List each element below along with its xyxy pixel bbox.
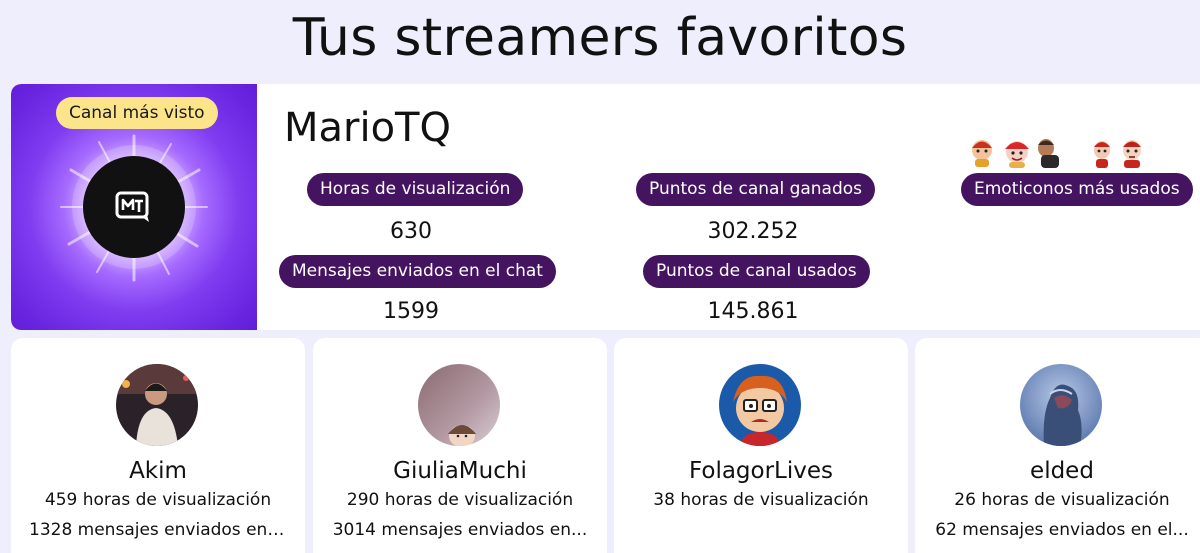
points-used-label: Puntos de canal usados xyxy=(643,255,870,288)
top-emotes-list xyxy=(957,135,1177,171)
top-channel-name[interactable]: MarioTQ xyxy=(284,105,451,151)
streamer-card[interactable]: FolagorLives 38 horas de visualización xyxy=(614,338,908,553)
streamer-messages: 1328 mensajes enviados en ... xyxy=(29,520,287,540)
streamer-avatar[interactable] xyxy=(719,364,801,446)
points-earned-label: Puntos de canal ganados xyxy=(636,173,876,206)
streamer-name[interactable]: Akim xyxy=(129,458,187,484)
emote-3-icon xyxy=(1038,139,1059,168)
streamer-name[interactable]: elded xyxy=(1030,458,1094,484)
watch-hours-label: Horas de visualización xyxy=(307,173,524,206)
streamer-card[interactable]: GiuliaMuchi 290 horas de visualización 3… xyxy=(313,338,607,553)
streamer-hours: 459 horas de visualización xyxy=(44,490,272,510)
points-earned-value: 302.252 xyxy=(707,219,799,244)
streamer-card[interactable]: elded 26 horas de visualización 62 mensa… xyxy=(915,338,1200,553)
emote-2-icon xyxy=(1005,141,1029,168)
watch-hours-value: 630 xyxy=(390,219,432,244)
top-emotes-label: Emoticonos más usados xyxy=(961,173,1193,206)
emote-4-icon xyxy=(1094,141,1110,168)
streamer-messages: 3014 mensajes enviados en... xyxy=(332,520,588,540)
streamer-avatar[interactable] xyxy=(418,364,500,446)
emote-1-icon xyxy=(972,140,992,167)
streamer-name[interactable]: GiuliaMuchi xyxy=(393,458,527,484)
top-channel-avatar[interactable] xyxy=(83,156,185,258)
folagorlives-avatar-icon xyxy=(719,364,801,446)
streamer-messages: 62 mensajes enviados en el... xyxy=(935,520,1189,540)
giuliamuchi-avatar-icon xyxy=(418,364,500,446)
messages-value: 1599 xyxy=(383,299,439,324)
points-used-value: 145.861 xyxy=(707,299,799,324)
mt-logo-icon xyxy=(115,191,149,222)
elded-avatar-icon xyxy=(1020,364,1102,446)
messages-label: Mensajes enviados en el chat xyxy=(279,255,556,288)
streamer-avatar[interactable] xyxy=(116,364,198,446)
streamer-hours: 26 horas de visualización xyxy=(954,490,1170,510)
top-channel-card: Canal más visto MarioTQ Horas de visuali… xyxy=(11,84,1200,330)
streamer-hours: 290 horas de visualización xyxy=(346,490,574,510)
streamer-card[interactable]: Akim 459 horas de visualización 1328 men… xyxy=(11,338,305,553)
akim-avatar-icon xyxy=(116,364,198,446)
most-watched-badge: Canal más visto xyxy=(56,97,218,129)
page-title: Tus streamers favoritos xyxy=(292,8,908,68)
streamer-avatar[interactable] xyxy=(1020,364,1102,446)
streamer-name[interactable]: FolagorLives xyxy=(688,458,834,484)
top-channel-hero: Canal más visto xyxy=(11,84,257,330)
emote-5-icon xyxy=(1123,140,1141,168)
streamer-hours: 38 horas de visualización xyxy=(653,490,869,510)
